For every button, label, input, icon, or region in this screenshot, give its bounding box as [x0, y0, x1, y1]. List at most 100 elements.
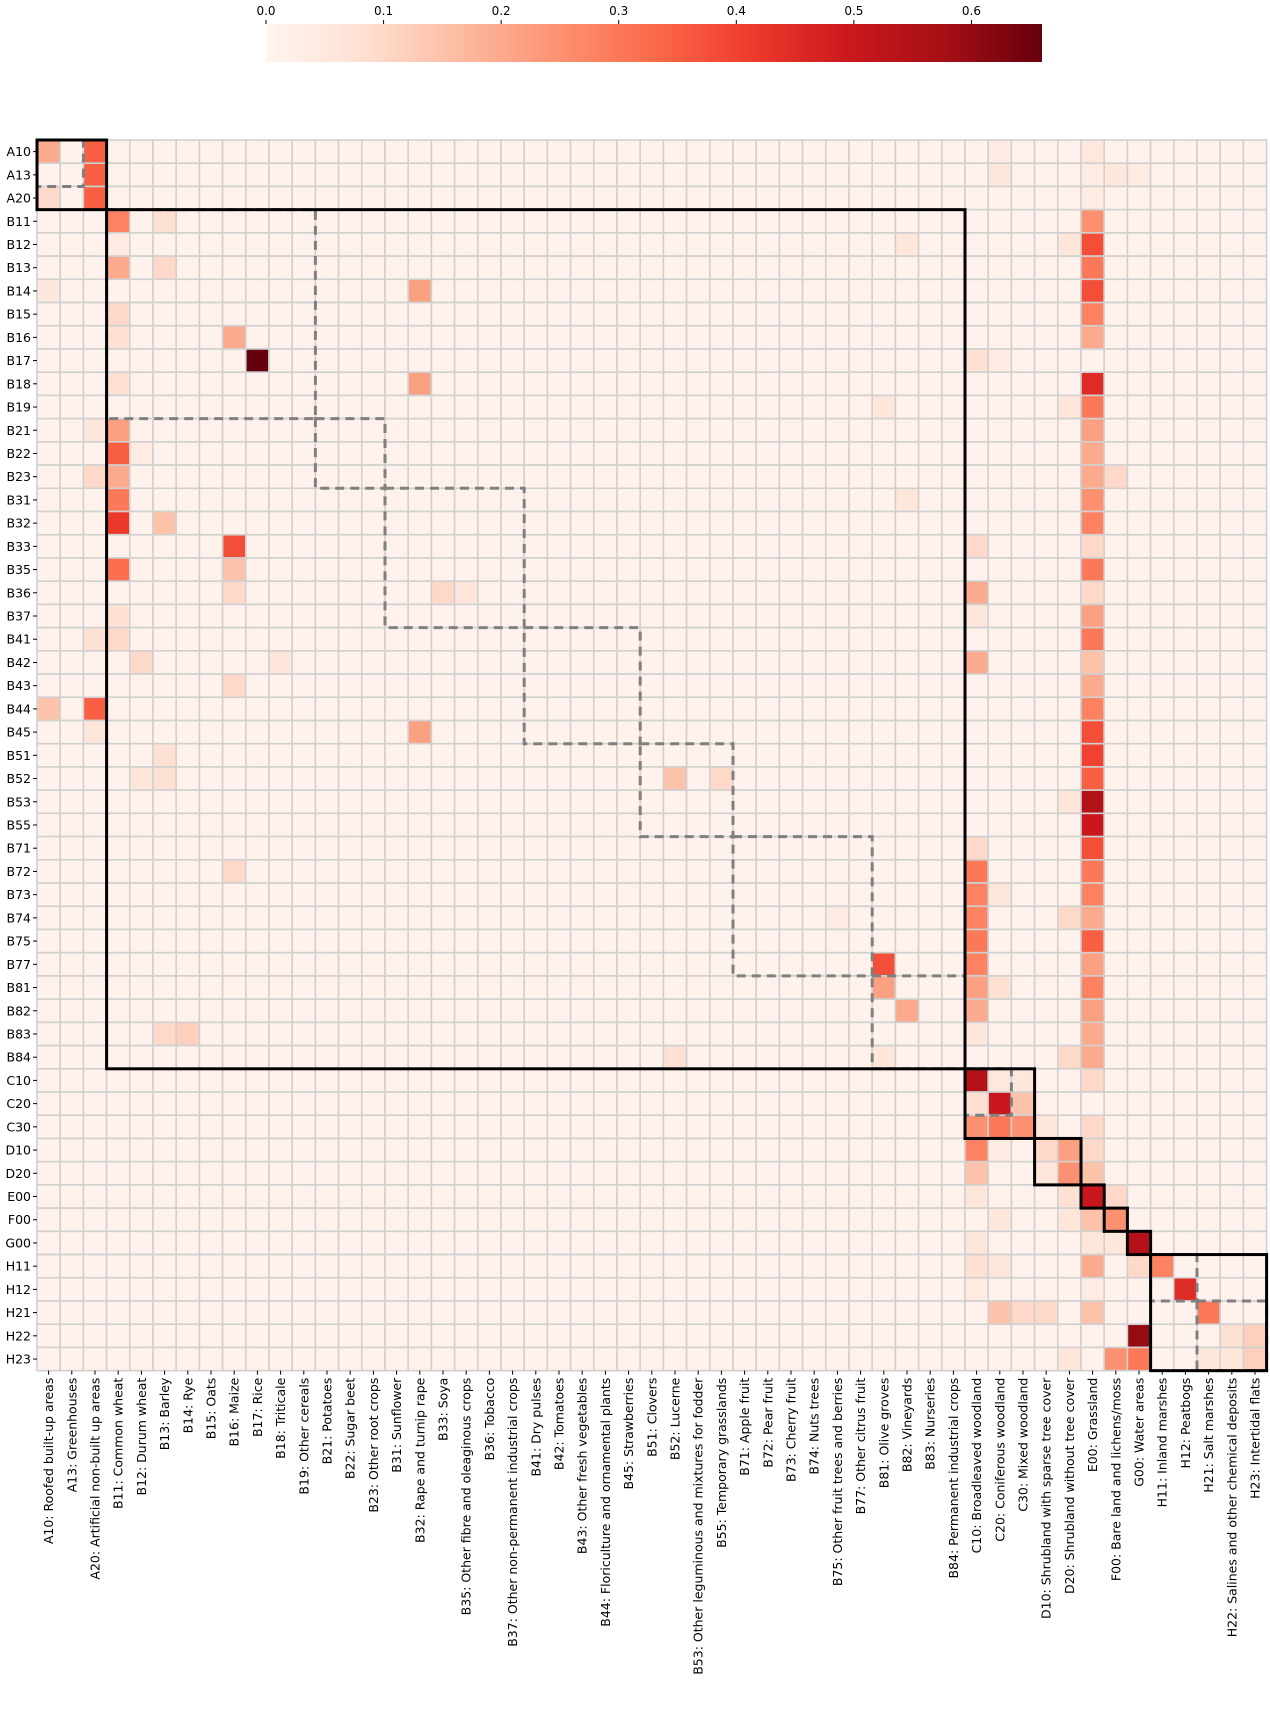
heatmap-cell — [894, 139, 920, 165]
heatmap-cell — [476, 417, 502, 443]
heatmap-cell — [801, 394, 827, 420]
heatmap-cell — [778, 1276, 804, 1302]
heatmap-cell — [453, 905, 479, 931]
heatmap-cell — [175, 557, 201, 582]
heatmap-cell — [801, 882, 827, 908]
heatmap-cell — [105, 1300, 131, 1326]
heatmap-cell — [268, 162, 294, 188]
heatmap-cell — [1126, 557, 1152, 582]
heatmap-cell — [175, 162, 201, 188]
heatmap-cell — [453, 301, 479, 327]
heatmap-cell — [314, 719, 340, 745]
heatmap-cell — [824, 951, 850, 977]
heatmap-cell — [384, 580, 410, 606]
heatmap-cell — [360, 1230, 386, 1256]
row-label: B37 — [7, 609, 31, 624]
heatmap-cell — [175, 301, 201, 327]
heatmap-cell — [1242, 1021, 1268, 1047]
heatmap-cell — [36, 719, 62, 745]
heatmap-cell — [245, 278, 270, 304]
heatmap-cell — [662, 1230, 688, 1256]
heatmap-cell — [198, 859, 224, 884]
heatmap-cell — [36, 441, 62, 466]
heatmap-cell — [360, 1068, 386, 1093]
heatmap-cell — [245, 464, 270, 490]
heatmap-cell — [1033, 162, 1059, 188]
heatmap-cell — [1010, 1114, 1036, 1140]
heatmap-cell — [1033, 1137, 1059, 1163]
heatmap-cell — [1126, 417, 1152, 443]
heatmap-cell — [500, 162, 526, 188]
heatmap-cell — [430, 1323, 456, 1349]
heatmap-cell — [1126, 533, 1152, 559]
heatmap-cell — [82, 301, 108, 327]
heatmap-cell — [129, 441, 154, 466]
heatmap-cell — [1149, 232, 1175, 257]
heatmap-cell — [592, 487, 618, 513]
heatmap-cell — [616, 232, 642, 257]
heatmap-cell — [523, 951, 549, 977]
heatmap-cell — [778, 742, 804, 768]
heatmap-cell — [708, 580, 734, 606]
heatmap-cell — [314, 789, 340, 815]
heatmap-cell — [1173, 696, 1198, 722]
heatmap-cell — [1149, 580, 1175, 606]
heatmap-cell — [476, 1276, 502, 1302]
heatmap-cell — [708, 905, 734, 931]
heatmap-cell — [500, 255, 526, 281]
heatmap-cell — [1219, 255, 1245, 281]
heatmap-cell — [801, 951, 827, 977]
heatmap-cell — [152, 394, 178, 420]
heatmap-cell — [662, 348, 688, 374]
heatmap-cell — [1149, 742, 1175, 768]
heatmap-cell — [801, 162, 827, 188]
heatmap-cell — [198, 905, 224, 931]
heatmap-cell — [407, 394, 433, 420]
heatmap-cell — [871, 1044, 897, 1070]
heatmap-cell — [1242, 696, 1268, 722]
heatmap-cell — [708, 1137, 734, 1163]
row-label: F00 — [8, 1212, 31, 1227]
heatmap-cell — [755, 742, 781, 768]
heatmap-cell — [662, 1346, 688, 1372]
heatmap-cell — [82, 626, 108, 652]
heatmap-cell — [616, 394, 642, 420]
heatmap-cell — [1080, 324, 1106, 350]
heatmap-cell — [1080, 1346, 1106, 1372]
heatmap-cell — [1080, 1160, 1106, 1186]
heatmap-cell — [801, 1114, 827, 1140]
heatmap-cell — [384, 1230, 410, 1256]
heatmap-cell — [871, 1276, 897, 1302]
heatmap-cell — [59, 510, 85, 536]
heatmap-cell — [360, 882, 386, 908]
heatmap-cell — [1080, 1091, 1106, 1117]
heatmap-cell — [987, 162, 1013, 188]
heatmap-cell — [639, 162, 665, 188]
heatmap-cell — [801, 905, 827, 931]
heatmap-cell — [778, 1021, 804, 1047]
colorbar-tick-label: 0.6 — [962, 4, 981, 18]
heatmap-cell — [1103, 696, 1129, 722]
heatmap-cell — [105, 208, 131, 234]
heatmap-cell — [430, 905, 456, 931]
heatmap-cell — [546, 742, 572, 768]
heatmap-cell — [1080, 417, 1106, 443]
heatmap-cell — [36, 742, 62, 768]
heatmap-cell — [1173, 928, 1198, 954]
heatmap-cell — [546, 1044, 572, 1070]
heatmap-cell — [824, 510, 850, 536]
heatmap-cell — [476, 533, 502, 559]
heatmap-cell — [685, 1230, 711, 1256]
heatmap-cell — [732, 603, 758, 629]
heatmap-cell — [592, 255, 618, 281]
heatmap-cell — [476, 208, 502, 234]
heatmap-cell — [848, 208, 874, 234]
heatmap-cell — [778, 1068, 804, 1093]
heatmap-cell — [82, 650, 108, 675]
heatmap-cell — [639, 1346, 665, 1372]
heatmap-cell — [732, 324, 758, 350]
heatmap-cell — [198, 1276, 224, 1302]
heatmap-cell — [1033, 371, 1059, 397]
heatmap-cell — [314, 487, 340, 513]
heatmap-cell — [1057, 1091, 1082, 1117]
